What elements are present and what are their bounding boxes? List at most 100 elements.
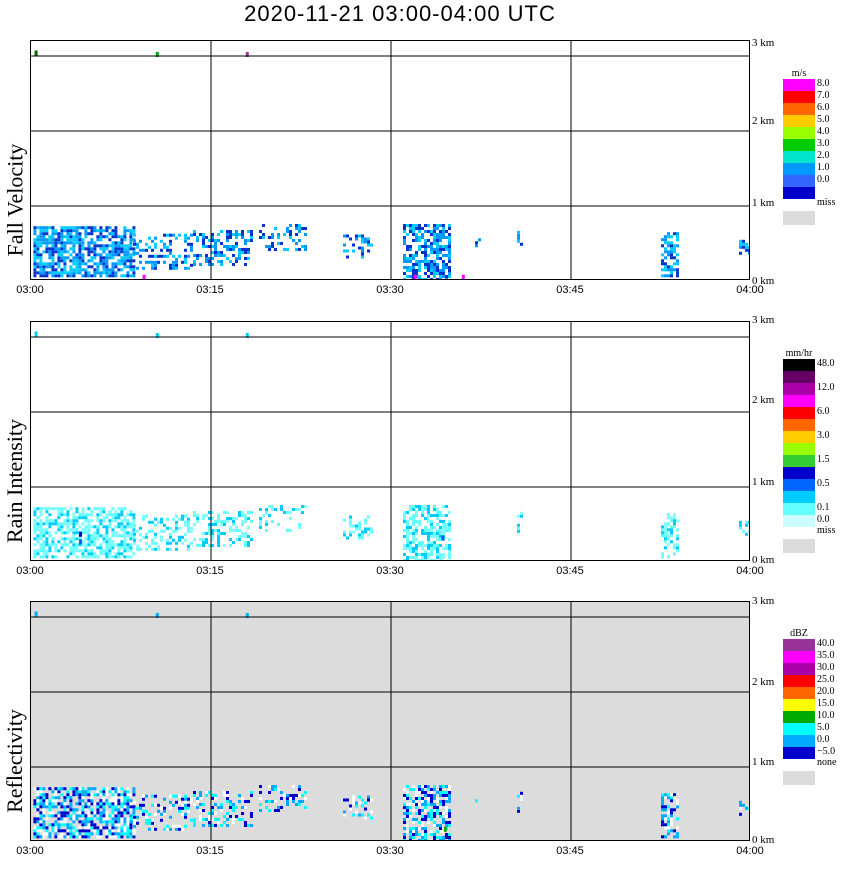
echo-cell <box>45 226 49 230</box>
echo-cell <box>403 278 406 279</box>
echo-cell <box>81 787 85 791</box>
echo-cell <box>190 245 193 249</box>
echo-cell <box>421 824 424 827</box>
legend-label: 0.0 <box>817 514 830 525</box>
echo-cell <box>108 510 112 514</box>
echo-cell <box>442 523 445 526</box>
echo-cell <box>154 517 157 521</box>
echo-cell <box>132 811 136 815</box>
echo-cell <box>424 544 427 547</box>
echo-cell <box>57 256 61 260</box>
echo-cell <box>87 253 91 257</box>
echo-cell <box>184 797 187 801</box>
echo-cell <box>445 791 448 794</box>
legend-swatch <box>783 515 815 527</box>
echo-cell <box>160 248 163 252</box>
echo-cell <box>403 803 406 806</box>
echo-cell <box>111 250 115 254</box>
echo-cell <box>421 833 424 836</box>
height-tick-0km: 0 km <box>752 554 775 566</box>
echo-accent <box>34 50 38 56</box>
echo-cell <box>72 552 76 556</box>
echo-cell <box>129 268 133 272</box>
echo-cell <box>664 528 667 532</box>
echo-cell <box>148 236 151 240</box>
echo-cell <box>667 528 670 532</box>
echo-cell <box>667 826 670 830</box>
echo-cell <box>45 555 49 559</box>
legend-swatch <box>783 127 815 139</box>
echo-cell <box>154 242 157 246</box>
echo-cell <box>211 538 214 541</box>
echo-cell <box>346 255 349 259</box>
echo-cell <box>664 805 667 809</box>
echo-cell <box>244 517 247 520</box>
echo-cell <box>75 546 79 550</box>
echo-cell <box>114 555 118 559</box>
echo-cell <box>403 821 406 824</box>
echo-cell <box>63 247 67 251</box>
echo-cell <box>670 519 673 523</box>
legend-label: 0.0 <box>817 734 830 745</box>
echo-cell <box>60 507 64 511</box>
echo-cell <box>132 832 136 836</box>
echo-cell <box>211 236 214 239</box>
echo-cell <box>133 538 136 542</box>
echo-cluster <box>259 505 307 532</box>
echo-cell <box>66 241 70 245</box>
echo-cell <box>280 797 283 800</box>
echo-cell <box>184 806 187 810</box>
echo-cell <box>424 260 427 263</box>
echo-cell <box>96 244 100 248</box>
echo-cell <box>42 805 46 809</box>
echo-cell <box>157 809 160 813</box>
echo-cell <box>90 793 94 797</box>
echo-cell <box>406 520 409 523</box>
x-tick-0330: 03:30 <box>376 845 404 857</box>
echo-cell <box>442 529 445 532</box>
echo-cell <box>54 820 58 824</box>
echo-cell <box>367 237 370 241</box>
echo-cell <box>250 239 253 242</box>
legend-label: 20.0 <box>817 686 835 697</box>
echo-cell <box>36 802 40 806</box>
echo-cell <box>250 794 253 797</box>
echo-cell <box>108 546 112 550</box>
echo-cell <box>349 807 352 811</box>
echo-cell <box>48 271 52 275</box>
echo-cell <box>126 522 130 526</box>
echo-cell <box>105 259 109 263</box>
fall-velocity-legend: m/s 8.0 7.0 6.0 5.0 4.0 3.0 2.0 1.0 0.0 miss <box>783 68 843 225</box>
echo-cell <box>676 835 679 839</box>
echo-cell <box>75 817 79 821</box>
echo-cell <box>87 820 91 824</box>
echo-cell <box>108 835 112 839</box>
echo-accent <box>155 613 159 618</box>
echo-cell <box>75 531 79 535</box>
echo-cell <box>343 243 346 247</box>
echo-cell <box>93 552 97 556</box>
echo-cell <box>406 547 409 550</box>
echo-cell <box>670 247 673 251</box>
echo-cell <box>418 230 421 233</box>
echo-cell <box>111 519 115 523</box>
echo-cell <box>93 826 97 830</box>
reflectivity-plot <box>30 601 750 841</box>
echo-cell <box>364 530 367 534</box>
echo-cell <box>421 788 424 791</box>
echo-cell <box>87 540 91 544</box>
echo-cell <box>81 829 85 833</box>
echo-cell <box>247 517 250 520</box>
echo-cell <box>105 256 109 260</box>
echo-cell <box>211 809 214 812</box>
echo-cell <box>136 251 139 255</box>
echo-cell <box>676 817 679 821</box>
legend-label: 48.0 <box>817 358 835 369</box>
echo-cell <box>126 259 130 263</box>
echo-cell <box>427 535 430 538</box>
echo-cell <box>57 241 61 245</box>
echo-cell <box>166 538 169 542</box>
echo-cell <box>102 793 106 797</box>
echo-cell <box>87 534 91 538</box>
echo-cell <box>129 247 133 251</box>
